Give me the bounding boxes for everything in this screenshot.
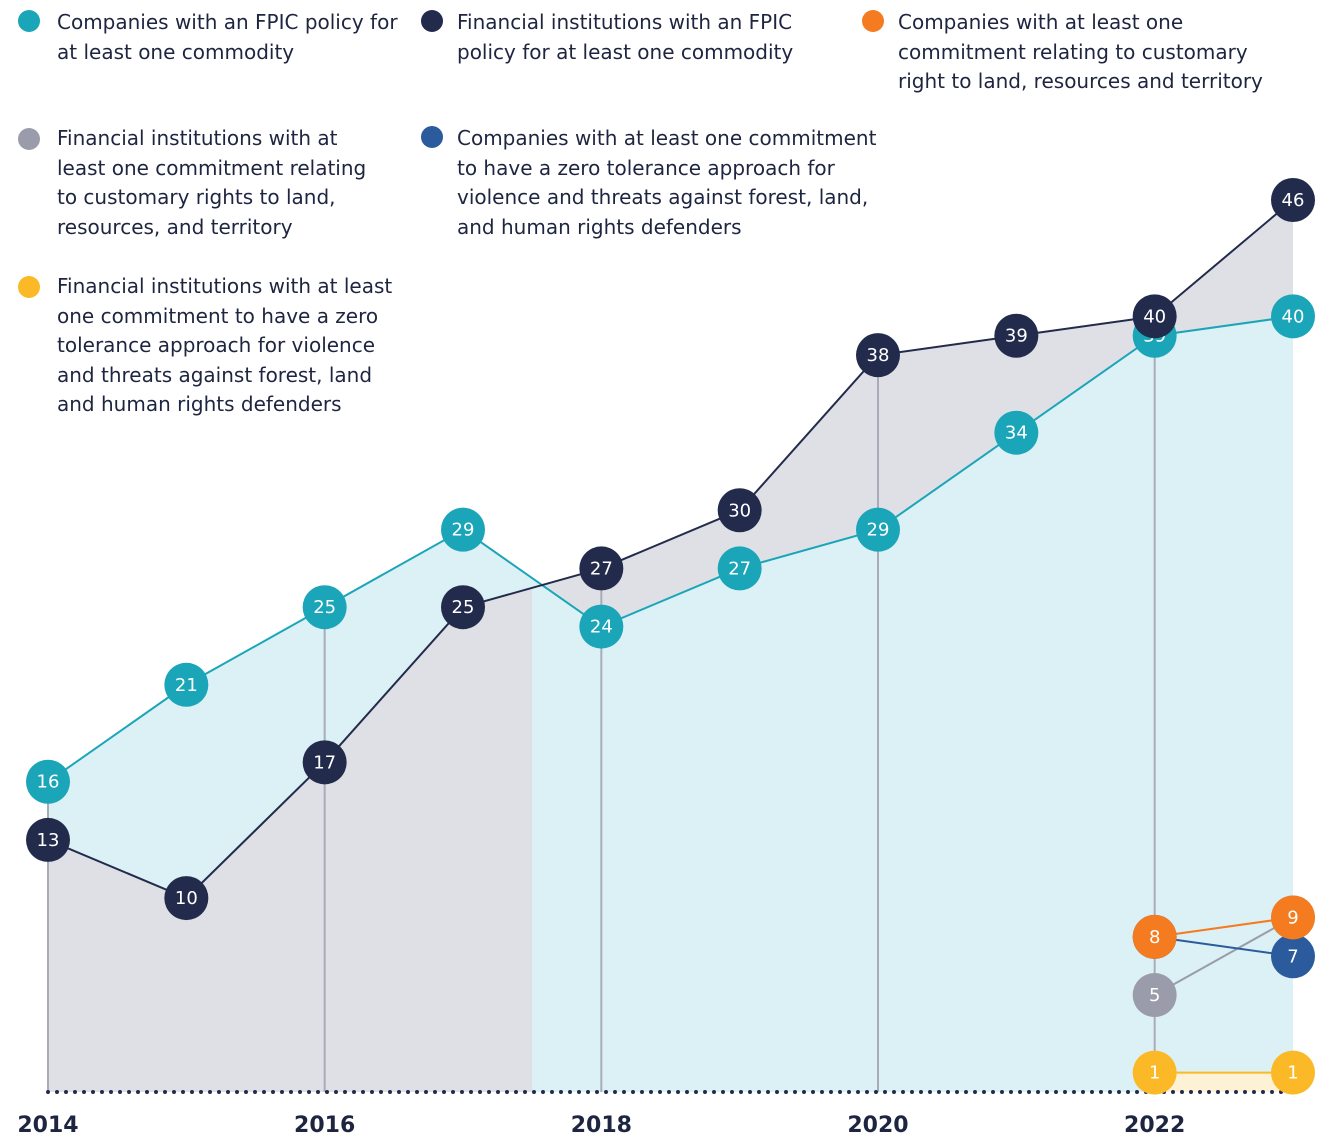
data-label: 16 (37, 772, 60, 793)
data-label: 8 (1149, 927, 1160, 948)
line (1154, 916, 1294, 938)
point (441, 507, 485, 552)
data-label: 13 (37, 830, 60, 851)
data-label: 46 (1282, 190, 1305, 211)
legend-dot (18, 276, 40, 298)
x-tick-label: 2020 (847, 1113, 908, 1138)
line (47, 199, 1294, 900)
data-label: 10 (175, 888, 198, 909)
data-label: 1 (1149, 1063, 1160, 1084)
point (302, 740, 347, 785)
data-label: 1 (1287, 1063, 1298, 1084)
x-tick-label: 2016 (294, 1113, 355, 1138)
data-label: 21 (175, 675, 198, 696)
data-label: 25 (313, 597, 336, 618)
point (579, 546, 624, 591)
legend-entry: Financial institutions with at least one… (57, 274, 393, 416)
legend-dot (18, 128, 40, 150)
data-label: 34 (1005, 423, 1028, 444)
point (1132, 914, 1177, 959)
point (856, 507, 900, 552)
legend-entry: Financial institutions with at least one… (57, 126, 367, 239)
point (717, 488, 762, 533)
area (532, 316, 1293, 1092)
point (164, 662, 209, 707)
data-label: 38 (867, 345, 890, 366)
line (1154, 935, 1294, 958)
data-label: 40 (1143, 306, 1166, 327)
data-label: 25 (452, 597, 475, 618)
data-label: 27 (590, 558, 613, 579)
point (1271, 294, 1315, 339)
legend-dot (862, 10, 884, 32)
data-label: 7 (1287, 946, 1298, 967)
point (1271, 934, 1315, 979)
data-label: 29 (452, 520, 475, 541)
point (994, 410, 1039, 455)
data-label: 17 (313, 752, 336, 773)
point (579, 604, 624, 649)
point (26, 759, 70, 804)
data-label: 29 (867, 520, 890, 541)
x-tick-label: 2014 (17, 1113, 78, 1138)
point (441, 585, 485, 630)
point (1132, 973, 1177, 1018)
x-tick-label: 2018 (571, 1113, 632, 1138)
point (1271, 1050, 1315, 1095)
data-label: 9 (1287, 907, 1298, 928)
legend-entry: Companies with an FPIC policy for at lea… (57, 10, 398, 64)
legend-entry: Companies with at least one commitment r… (898, 10, 1263, 93)
legend-dot (421, 10, 443, 32)
legend-dot (18, 10, 40, 32)
data-label: 39 (1005, 326, 1028, 347)
legend-dot (421, 126, 443, 148)
line (1154, 916, 1294, 996)
point (302, 585, 347, 630)
point (1132, 294, 1177, 339)
point (1132, 1050, 1177, 1095)
point (26, 817, 70, 862)
data-label: 30 (728, 500, 751, 521)
legend-entry: Financial institutions with an FPIC poli… (457, 10, 794, 64)
data-label: 40 (1282, 306, 1305, 327)
point (1271, 178, 1315, 222)
point (717, 546, 762, 591)
data-label: 5 (1149, 985, 1160, 1006)
legend-entry: Companies with at least one commitment t… (457, 126, 877, 239)
line (47, 315, 1294, 783)
point (164, 876, 209, 921)
point (1271, 895, 1315, 940)
area (1154, 1072, 1293, 1092)
point (994, 313, 1039, 358)
data-label: 27 (728, 558, 751, 579)
data-label: 24 (590, 617, 613, 638)
x-tick-label: 2022 (1124, 1113, 1185, 1138)
point (856, 333, 900, 378)
